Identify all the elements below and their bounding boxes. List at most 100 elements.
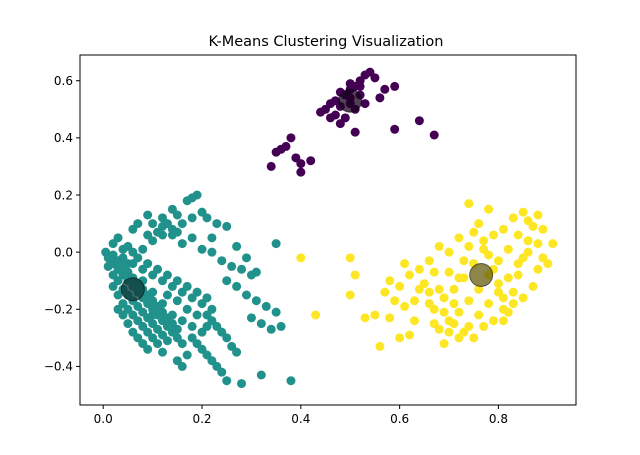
y-tick-label: 0.2	[54, 188, 73, 202]
data-point-cluster-2	[429, 319, 439, 329]
data-point-cluster-1	[271, 307, 281, 317]
data-point-cluster-2	[503, 273, 513, 283]
data-point-cluster-1	[192, 287, 202, 297]
data-point-cluster-0	[370, 73, 380, 83]
data-point-cluster-2	[469, 227, 479, 237]
data-point-cluster-1	[217, 256, 227, 266]
data-point-cluster-2	[395, 333, 405, 343]
data-point-cluster-2	[474, 219, 484, 229]
data-point-cluster-0	[340, 113, 350, 123]
data-point-cluster-1	[207, 247, 217, 257]
data-point-cluster-1	[286, 376, 296, 386]
data-point-cluster-0	[266, 161, 276, 171]
data-point-cluster-1	[222, 333, 232, 343]
data-point-cluster-1	[123, 319, 133, 329]
data-point-cluster-1	[177, 239, 187, 249]
data-point-cluster-1	[202, 213, 212, 223]
data-point-cluster-0	[355, 81, 365, 91]
centroids-layer	[120, 88, 494, 302]
chart-title: K-Means Clustering Visualization	[209, 34, 444, 50]
data-point-cluster-2	[459, 256, 469, 266]
data-point-cluster-2	[489, 316, 498, 326]
data-point-cluster-0	[345, 79, 355, 89]
data-point-cluster-1	[103, 261, 113, 271]
data-point-cluster-2	[385, 276, 395, 286]
points-layer	[101, 67, 558, 389]
data-point-cluster-1	[222, 376, 232, 386]
data-point-cluster-1	[227, 261, 237, 271]
data-point-cluster-1	[192, 310, 202, 320]
data-point-cluster-0	[316, 107, 326, 117]
data-point-cluster-2	[345, 253, 355, 263]
data-point-cluster-0	[414, 116, 424, 126]
data-point-cluster-1	[187, 321, 197, 331]
data-point-cluster-2	[400, 259, 410, 269]
data-point-cluster-1	[153, 227, 163, 237]
data-point-cluster-1	[158, 347, 167, 357]
data-point-cluster-1	[148, 310, 158, 320]
data-point-cluster-2	[405, 330, 415, 340]
data-point-cluster-2	[474, 310, 484, 320]
data-point-cluster-2	[454, 233, 464, 243]
data-point-cluster-0	[350, 127, 360, 137]
data-point-cluster-1	[153, 264, 163, 274]
data-point-cluster-1	[237, 379, 247, 389]
data-point-cluster-2	[548, 239, 558, 249]
data-point-cluster-1	[143, 230, 153, 240]
data-point-cluster-2	[479, 236, 489, 246]
data-point-cluster-2	[543, 259, 553, 269]
data-point-cluster-2	[479, 321, 489, 331]
data-point-cluster-1	[276, 321, 286, 331]
data-point-cluster-2	[405, 270, 415, 280]
y-tick-label: 0.0	[54, 245, 73, 259]
data-point-cluster-1	[123, 241, 133, 251]
x-tick-label: 0.2	[192, 412, 211, 426]
data-point-cluster-2	[429, 267, 439, 277]
data-point-cluster-0	[375, 93, 385, 103]
data-point-cluster-1	[232, 241, 242, 251]
data-point-cluster-1	[143, 210, 153, 220]
data-point-cluster-2	[409, 296, 419, 306]
data-point-cluster-1	[182, 304, 192, 314]
data-point-cluster-1	[202, 293, 212, 303]
data-point-cluster-2	[414, 284, 424, 294]
data-point-cluster-1	[172, 276, 182, 286]
data-point-cluster-1	[158, 299, 167, 309]
data-point-cluster-2	[444, 247, 454, 257]
data-point-cluster-0	[286, 133, 296, 143]
data-point-cluster-2	[350, 270, 360, 280]
data-point-cluster-1	[217, 367, 227, 377]
data-point-cluster-1	[162, 336, 172, 346]
data-point-cluster-1	[148, 219, 158, 229]
data-point-cluster-1	[148, 287, 158, 297]
data-point-cluster-1	[241, 253, 251, 263]
y-axis: −0.4 −0.2 0.0 0.2 0.4 0.6	[44, 74, 80, 374]
data-point-cluster-1	[158, 213, 167, 223]
data-point-cluster-2	[424, 287, 434, 297]
data-point-cluster-2	[523, 247, 533, 257]
data-point-cluster-2	[360, 313, 370, 323]
centroid-marker-0	[338, 88, 363, 113]
data-point-cluster-1	[133, 219, 143, 229]
data-point-cluster-2	[484, 299, 494, 309]
data-point-cluster-1	[118, 310, 128, 320]
data-point-cluster-2	[296, 253, 306, 263]
data-point-cluster-2	[434, 241, 444, 251]
data-point-cluster-2	[474, 284, 484, 294]
data-point-cluster-1	[222, 276, 232, 286]
data-point-cluster-2	[434, 284, 444, 294]
x-axis: 0.0 0.2 0.4 0.6 0.8	[94, 405, 508, 426]
data-point-cluster-1	[177, 219, 187, 229]
data-point-cluster-1	[237, 264, 247, 274]
data-point-cluster-2	[424, 299, 434, 309]
y-tick-label: −0.2	[44, 303, 73, 317]
data-point-cluster-0	[306, 156, 316, 166]
x-tick-label: 0.0	[94, 412, 113, 426]
data-point-cluster-1	[172, 356, 182, 366]
data-point-cluster-0	[296, 167, 306, 177]
data-point-cluster-2	[400, 301, 410, 311]
data-point-cluster-2	[345, 290, 355, 300]
data-point-cluster-2	[533, 239, 543, 249]
data-point-cluster-2	[459, 327, 469, 337]
data-point-cluster-1	[271, 239, 281, 249]
